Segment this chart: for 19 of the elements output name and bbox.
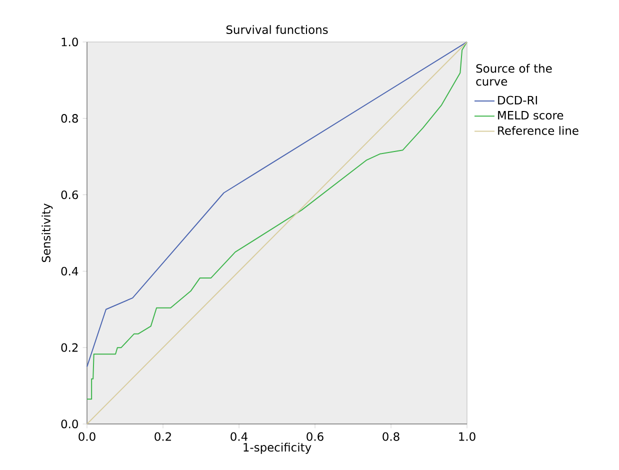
legend-label: DCD-RI	[498, 96, 537, 104]
chart-title: Survival functions	[226, 25, 328, 34]
legend-label: MELD score	[498, 111, 564, 120]
legend-title: Source of the curve	[476, 64, 552, 86]
x-tick-label: 1.0	[459, 432, 476, 441]
y-tick-label: 0.8	[61, 114, 78, 123]
x-tick-label: 0.2	[154, 432, 171, 441]
x-tick-label: 0.6	[306, 432, 324, 441]
y-tick-label: 1.0	[62, 38, 78, 46]
legend-label: Reference line	[498, 126, 578, 135]
x-tick-label: 0.0	[78, 432, 96, 441]
y-tick-label: 0.6	[61, 190, 78, 200]
y-tick-label: 0.2	[61, 343, 78, 352]
y-tick-label: 0.0	[61, 420, 78, 428]
y-axis-title: Sensitivity	[42, 203, 53, 262]
y-tick-label: 0.4	[61, 266, 78, 276]
x-tick-label: 0.4	[230, 432, 248, 441]
x-axis-title: 1-specificity	[244, 442, 312, 454]
x-tick-label: 0.8	[382, 432, 400, 441]
